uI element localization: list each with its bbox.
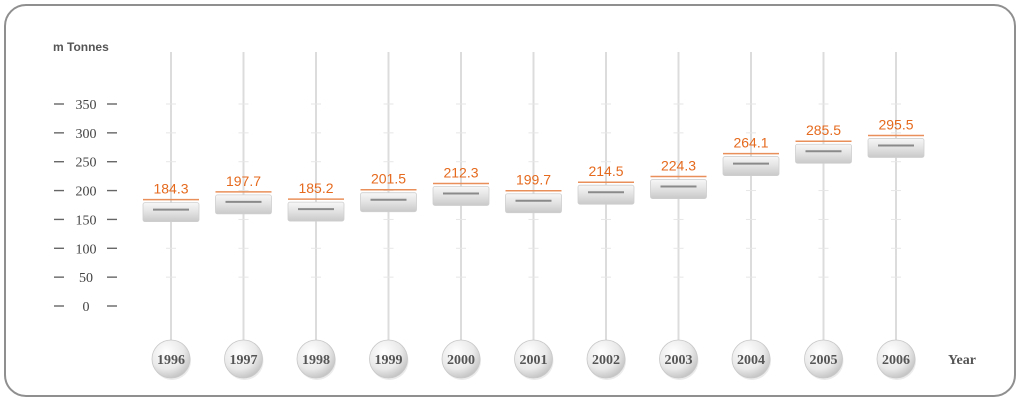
value-slab	[360, 192, 417, 213]
x-tick-label: 2004	[737, 353, 765, 368]
value-slab	[432, 186, 490, 206]
value-slab	[795, 143, 852, 164]
year-column-1996: 184.3 1996	[142, 52, 200, 380]
value-slab	[142, 202, 200, 223]
x-tick-label: 2000	[447, 353, 475, 368]
year-column-2001: 199.7 2001	[505, 52, 562, 380]
data-label: 184.3	[153, 181, 188, 197]
data-label: 212.3	[443, 164, 478, 180]
data-label: 295.5	[878, 116, 913, 132]
year-column-2003: 224.3 2003	[650, 52, 707, 380]
year-ball	[151, 339, 191, 379]
year-column-1998: 185.2 1998	[287, 52, 345, 380]
data-label: 224.3	[661, 158, 696, 174]
year-column-2005: 285.5 2005	[795, 52, 852, 380]
value-slab	[722, 156, 780, 176]
value-slab	[577, 184, 635, 205]
year-ball	[659, 339, 698, 379]
year-ball	[296, 339, 336, 379]
x-tick-label: 2002	[592, 353, 620, 368]
y-tick-label: 50	[79, 271, 93, 286]
year-ball	[731, 339, 771, 379]
year-columns: 184.3 1996 197.7 1997 185.2 1998 201.5 1999 212.…	[142, 52, 925, 380]
year-column-1999: 201.5 1999	[360, 52, 417, 380]
value-slab	[215, 194, 272, 215]
x-tick-label: 1998	[302, 353, 330, 368]
year-ball	[876, 339, 916, 379]
year-column-2004: 264.1 2004	[722, 52, 780, 380]
data-label: 201.5	[371, 171, 406, 187]
data-label: 197.7	[226, 173, 261, 189]
y-axis-label: m Tonnes	[53, 40, 109, 54]
y-tick-label: 0	[83, 300, 90, 315]
year-ball	[804, 339, 843, 379]
x-tick-label: 2006	[882, 353, 910, 368]
y-tick-label: 350	[76, 98, 97, 113]
year-column-2002: 214.5 2002	[577, 52, 635, 380]
data-label: 199.7	[516, 172, 551, 188]
x-tick-label: 1997	[230, 353, 258, 368]
x-tick-label: 1999	[375, 353, 403, 368]
year-column-2006: 295.5 2006	[867, 52, 925, 380]
value-slab	[505, 193, 562, 214]
x-tick-label: 1996	[157, 353, 185, 368]
x-tick-label: 2001	[520, 353, 548, 368]
year-column-1997: 197.7 1997	[215, 52, 272, 380]
y-tick-label: 300	[76, 127, 97, 142]
data-label: 214.5	[588, 163, 623, 179]
data-label: 285.5	[806, 122, 841, 138]
x-tick-label: 2005	[810, 353, 838, 368]
value-slab	[650, 179, 707, 199]
value-slab	[867, 138, 925, 158]
x-axis-label: Year	[948, 353, 976, 368]
y-tick-label: 100	[76, 242, 97, 257]
x-tick-label: 2003	[665, 353, 693, 368]
year-ball	[369, 339, 408, 379]
year-ball	[224, 339, 263, 379]
y-axis: 350 300 250 200 150 100 50 0	[54, 98, 117, 315]
data-label: 264.1	[733, 135, 768, 151]
data-label: 185.2	[298, 180, 333, 196]
y-tick-label: 200	[76, 185, 97, 200]
year-ball	[441, 339, 481, 379]
year-column-2000: 212.3 2000	[432, 52, 490, 380]
y-tick-label: 150	[76, 213, 97, 228]
year-ball	[514, 339, 553, 379]
y-tick-label: 250	[76, 156, 97, 171]
value-slab	[287, 201, 345, 222]
year-ball	[586, 339, 626, 379]
